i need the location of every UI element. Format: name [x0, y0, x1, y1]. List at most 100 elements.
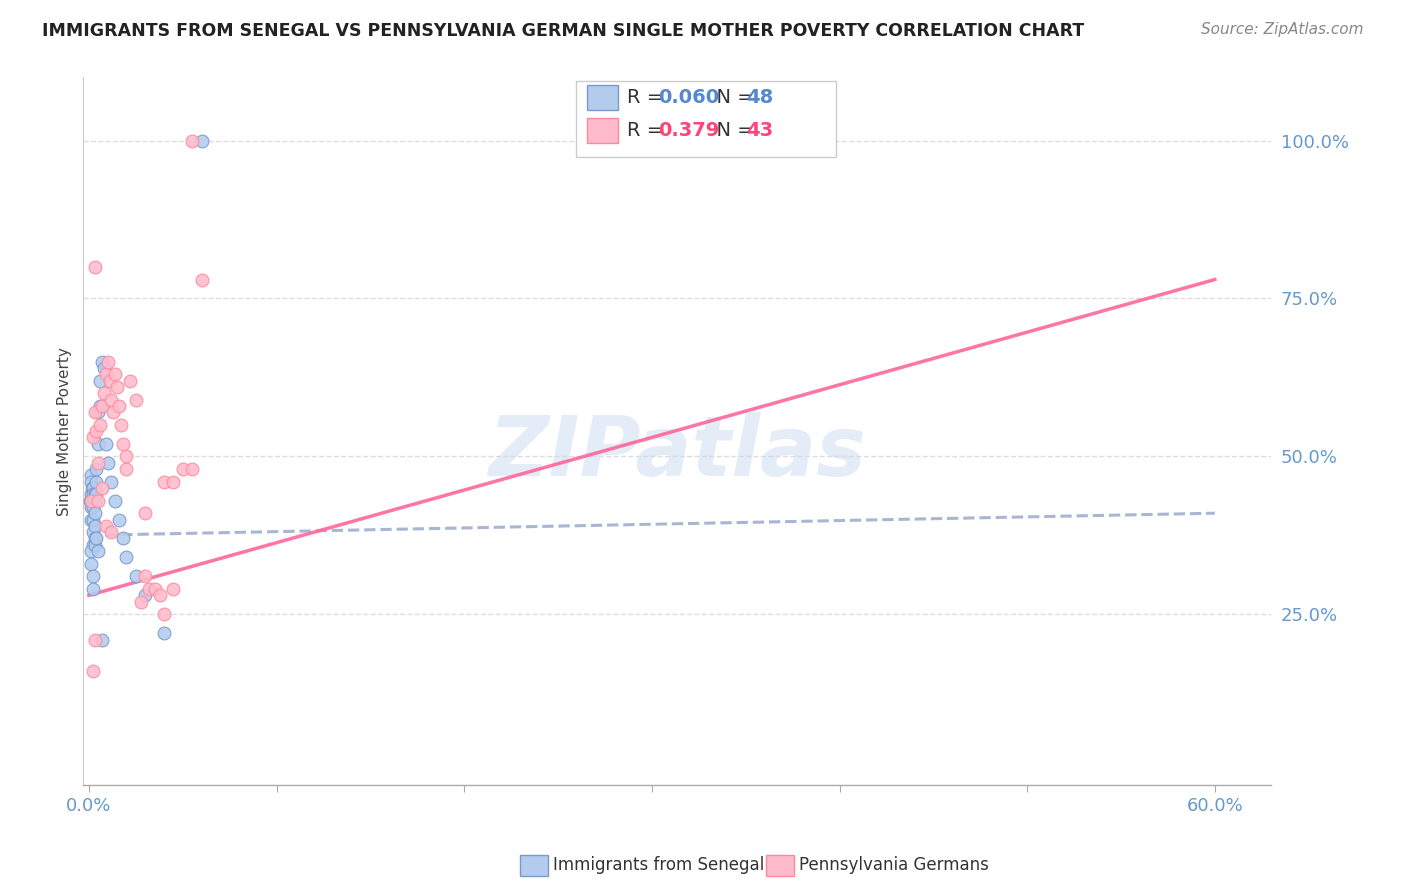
Point [100, 392, 122, 407]
Point [134, 588, 156, 602]
Point [82, 582, 104, 596]
Point [143, 582, 166, 596]
Text: IMMIGRANTS FROM SENEGAL VS PENNSYLVANIA GERMAN SINGLE MOTHER POVERTY CORRELATION: IMMIGRANTS FROM SENEGAL VS PENNSYLVANIA … [42, 22, 1084, 40]
Point [80, 475, 103, 489]
Y-axis label: Single Mother Poverty: Single Mother Poverty [58, 347, 72, 516]
Point [83, 538, 105, 552]
Point [86, 532, 108, 546]
Point [89, 374, 111, 388]
Point [110, 417, 132, 432]
Point [87, 456, 110, 470]
Point [83, 493, 105, 508]
Point [134, 506, 156, 520]
Point [105, 380, 128, 394]
Point [153, 626, 176, 640]
Point [103, 405, 125, 419]
Point [97, 354, 120, 368]
Text: ZIPatlas: ZIPatlas [488, 412, 866, 492]
Point [82, 500, 104, 514]
Point [87, 544, 110, 558]
Text: 43: 43 [747, 120, 773, 139]
Point [100, 475, 122, 489]
Point [82, 664, 104, 678]
Text: 0.060: 0.060 [658, 87, 718, 106]
Point [80, 481, 103, 495]
Point [125, 392, 148, 407]
Point [82, 569, 104, 583]
Point [83, 487, 105, 501]
Point [190, 134, 212, 148]
Point [80, 468, 103, 483]
Point [80, 512, 103, 526]
Point [87, 436, 110, 450]
Point [91, 481, 114, 495]
Point [83, 506, 105, 520]
Point [181, 134, 204, 148]
Text: 48: 48 [747, 87, 773, 106]
Point [82, 512, 104, 526]
Point [149, 588, 172, 602]
Text: N =: N = [704, 87, 761, 106]
Point [111, 436, 134, 450]
Point [86, 424, 108, 438]
Point [86, 475, 108, 489]
Point [115, 462, 138, 476]
Point [83, 518, 105, 533]
Text: Immigrants from Senegal: Immigrants from Senegal [553, 856, 763, 874]
Point [134, 569, 156, 583]
Point [80, 493, 103, 508]
Point [83, 405, 105, 419]
Point [120, 374, 142, 388]
Point [94, 518, 117, 533]
Point [162, 582, 184, 596]
Text: N =: N = [704, 120, 761, 139]
Point [93, 386, 115, 401]
Point [87, 405, 110, 419]
Point [181, 462, 204, 476]
Text: R =: R = [627, 120, 669, 139]
Point [80, 557, 103, 571]
Point [82, 493, 104, 508]
Text: 0.379: 0.379 [658, 120, 718, 139]
Point [89, 399, 111, 413]
Point [91, 354, 114, 368]
Point [80, 544, 103, 558]
Point [80, 487, 103, 501]
Text: Source: ZipAtlas.com: Source: ZipAtlas.com [1201, 22, 1364, 37]
Point [131, 594, 153, 608]
Text: R =: R = [627, 87, 669, 106]
Point [125, 569, 148, 583]
Point [86, 462, 108, 476]
Point [83, 532, 105, 546]
Point [80, 500, 103, 514]
Point [89, 417, 111, 432]
Point [82, 525, 104, 540]
Point [172, 462, 194, 476]
Point [162, 475, 184, 489]
Point [91, 399, 114, 413]
Point [104, 493, 127, 508]
Point [82, 538, 104, 552]
Point [104, 368, 127, 382]
Point [87, 493, 110, 508]
Point [97, 456, 120, 470]
Point [94, 436, 117, 450]
Point [82, 430, 104, 444]
Point [93, 360, 115, 375]
Point [111, 532, 134, 546]
Point [153, 607, 176, 622]
Point [83, 260, 105, 274]
Point [115, 550, 138, 565]
Point [115, 450, 138, 464]
Point [86, 487, 108, 501]
Point [190, 272, 212, 286]
Point [91, 632, 114, 647]
Point [108, 512, 131, 526]
Point [83, 632, 105, 647]
Point [80, 493, 103, 508]
Point [138, 582, 160, 596]
Point [82, 481, 104, 495]
Point [79, 493, 101, 508]
Point [98, 374, 121, 388]
Point [108, 399, 131, 413]
